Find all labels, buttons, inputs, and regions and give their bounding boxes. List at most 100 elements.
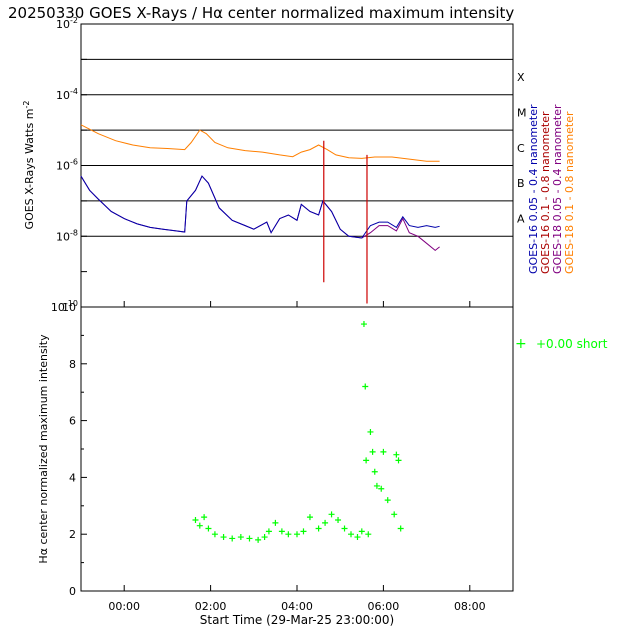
halpha-y-tick-label: 6 — [69, 415, 76, 428]
xray-y-axis-ticks: 10-210-410-610-810-10 — [51, 16, 87, 314]
xray-y-tick-exponent: -8 — [70, 228, 78, 237]
halpha-point — [192, 517, 199, 523]
xray-series-group — [80, 124, 440, 252]
xray-y-tick-label: 10-10 — [51, 299, 78, 314]
halpha-point — [365, 531, 372, 538]
halpha-point — [261, 534, 268, 541]
halpha-legend-text: +0.00 short — [536, 337, 608, 351]
halpha-point — [220, 534, 227, 541]
halpha-point — [285, 531, 292, 538]
xray-ylabel-superscript: -2 — [22, 101, 31, 109]
halpha-point — [237, 534, 244, 541]
halpha-point — [328, 511, 335, 518]
xray-legend-entry: GOES-16 0.05 - 0.4 nanometer — [527, 104, 540, 274]
halpha-point — [335, 517, 342, 523]
halpha-point — [373, 482, 380, 489]
flare-class-label: B — [517, 177, 525, 190]
halpha-point — [358, 528, 365, 535]
xray-grid — [81, 58, 513, 237]
halpha-point — [278, 528, 285, 535]
halpha-point — [360, 321, 367, 328]
halpha-legend-symbol: + — [515, 336, 527, 352]
halpha-point — [272, 519, 279, 526]
xray-series-line-1 — [80, 124, 440, 162]
halpha-y-axis-ticks: 0 2 4 6 8 10 — [62, 301, 87, 598]
halpha-point — [363, 457, 370, 464]
halpha-point — [255, 536, 262, 543]
xray-y-tick-base: 10 — [56, 160, 70, 173]
halpha-point — [300, 528, 307, 535]
halpha-point — [348, 531, 354, 538]
halpha-point — [393, 451, 400, 458]
xray-y-tick-exponent: -4 — [70, 87, 78, 96]
halpha-y-tick-label: 4 — [69, 471, 76, 484]
flare-class-label: C — [517, 142, 525, 155]
halpha-x-tick-label: 04:00 — [281, 600, 313, 613]
halpha-point — [196, 522, 203, 529]
halpha-y-tick-label: 10 — [62, 301, 76, 314]
xray-y-tick-label: 10-6 — [56, 158, 78, 173]
halpha-plot-frame — [80, 306, 514, 592]
halpha-point — [391, 511, 398, 518]
halpha-x-tick-label: 08:00 — [454, 600, 486, 613]
halpha-x-tick-label: 06:00 — [368, 600, 400, 613]
flare-class-label: X — [517, 71, 525, 84]
halpha-legend: + +0.00 short — [515, 336, 608, 352]
xray-y-tick-exponent: -2 — [70, 16, 78, 25]
halpha-point — [201, 514, 208, 521]
xray-y-tick-base: 10 — [56, 230, 70, 243]
flare-class-label: A — [517, 213, 525, 226]
halpha-point — [378, 485, 385, 492]
halpha-point — [306, 514, 313, 521]
xray-y-tick-base: 10 — [56, 18, 70, 31]
halpha-point — [380, 448, 387, 455]
halpha-points — [192, 321, 404, 543]
flare-class-label: M — [517, 106, 527, 119]
xray-ylabel-text: GOES X-Rays Watts m — [23, 109, 36, 230]
halpha-y-tick-label: 0 — [69, 585, 76, 598]
xray-legend-entry: GOES-18 0.1 - 0.8 nanometer — [563, 111, 576, 274]
xray-y-tick-label: 10-2 — [56, 16, 78, 31]
halpha-x-tick-label: 02:00 — [195, 600, 227, 613]
halpha-point — [229, 535, 236, 542]
halpha-point — [315, 525, 322, 532]
xray-y-tick-label: 10-4 — [56, 87, 78, 102]
halpha-point — [341, 525, 348, 532]
halpha-y-axis-label: Hα center normalized maximum intensity — [37, 334, 50, 564]
halpha-x-axis-label: Start Time (29-Mar-25 23:00:00) — [200, 613, 394, 627]
xray-series-line-3 — [80, 175, 440, 239]
xray-legend-entry: GOES-16 0.1 - 0.8 nanometer — [539, 111, 552, 274]
halpha-point — [211, 531, 218, 538]
xray-legend: GOES-16 0.05 - 0.4 nanometer GOES-16 0.1 … — [527, 104, 576, 274]
xray-series-line-2 — [80, 175, 440, 252]
halpha-point — [369, 448, 376, 455]
halpha-point — [354, 534, 361, 541]
xray-y-tick-base: 10 — [51, 301, 65, 314]
halpha-point — [362, 383, 369, 390]
halpha-point — [265, 528, 272, 535]
halpha-panel: 0 2 4 6 8 10 00:00 02:00 04:00 06:00 08:00 Hα cen… — [37, 301, 608, 627]
halpha-y-tick-label: 8 — [69, 358, 76, 371]
halpha-point — [395, 457, 402, 464]
xray-y-axis-label: GOES X-Rays Watts m-2 — [22, 101, 36, 230]
halpha-point — [246, 535, 253, 542]
xray-y-tick-base: 10 — [56, 89, 70, 102]
xray-y-tick-exponent: -6 — [70, 158, 78, 167]
xray-flare-markers — [323, 140, 368, 304]
halpha-point — [371, 468, 378, 475]
halpha-point — [384, 497, 391, 504]
halpha-point — [294, 531, 300, 538]
halpha-point — [205, 525, 212, 532]
flare-class-labels: X M C B A — [517, 71, 527, 226]
xray-y-tick-exponent: -10 — [65, 299, 78, 308]
halpha-point — [397, 525, 404, 532]
halpha-point — [322, 519, 329, 526]
xray-x-axis-ticks — [123, 301, 471, 307]
chart-title: 20250330 GOES X-Rays / Hα center normali… — [8, 4, 514, 22]
xray-legend-entry: GOES-18 0.05 - 0.4 nanometer — [551, 104, 564, 274]
halpha-x-axis-ticks: 00:00 02:00 04:00 06:00 08:00 — [108, 585, 486, 613]
halpha-x-tick-label: 00:00 — [108, 600, 140, 613]
halpha-point — [367, 428, 374, 435]
